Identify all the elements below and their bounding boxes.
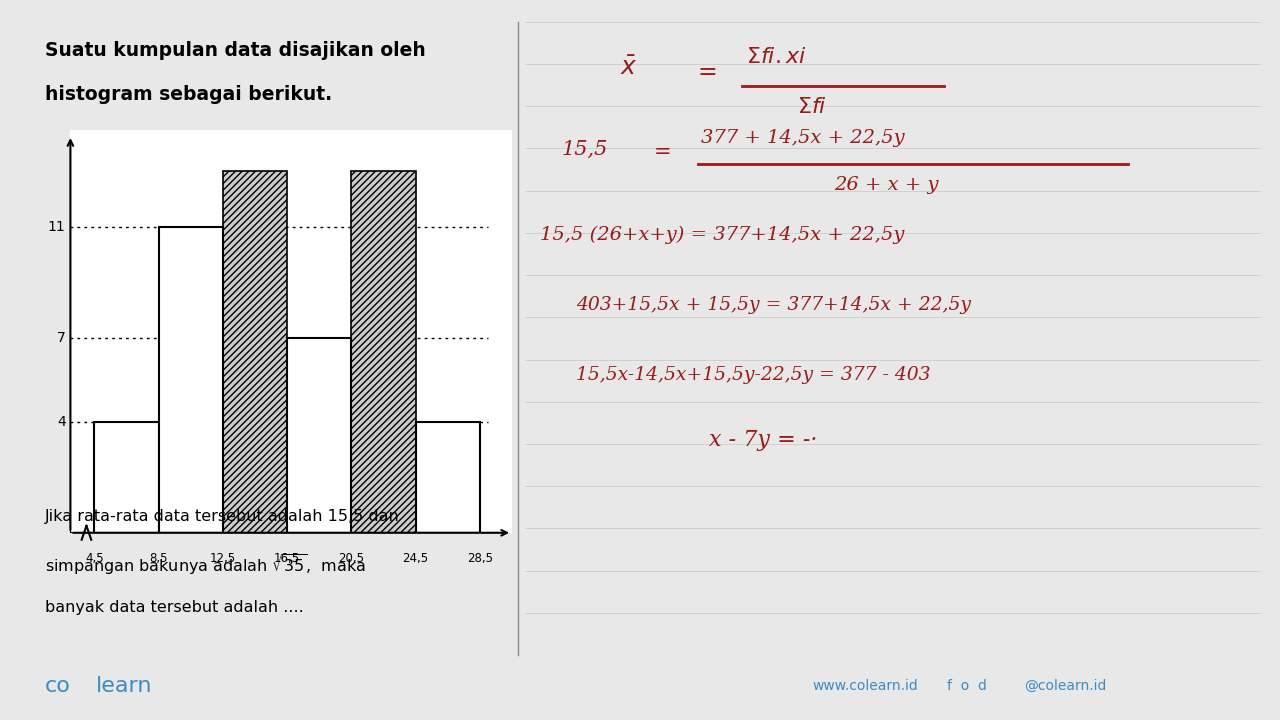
Text: 377 + 14,5x + 22,5y: 377 + 14,5x + 22,5y (701, 130, 905, 148)
Text: 7: 7 (56, 331, 65, 345)
Bar (95, 422, 159, 533)
Text: banyak data tersebut adalah ....: banyak data tersebut adalah .... (45, 600, 303, 615)
Text: 4: 4 (56, 415, 65, 428)
Text: simpangan bakunya adalah $\sqrt{35}$,  maka: simpangan bakunya adalah $\sqrt{35}$, ma… (45, 552, 366, 577)
Text: 8,5: 8,5 (150, 552, 168, 565)
Bar (287, 338, 352, 533)
Text: 26 + x + y: 26 + x + y (835, 176, 938, 194)
Text: 28,5: 28,5 (467, 552, 493, 565)
Text: 403+15,5x + 15,5y = 377+14,5x + 22,5y: 403+15,5x + 15,5y = 377+14,5x + 22,5y (576, 296, 972, 314)
Text: 24,5: 24,5 (403, 552, 429, 565)
Bar (416, 422, 480, 533)
Text: learn: learn (96, 676, 152, 696)
Bar (223, 171, 287, 533)
Text: $\Sigma fi.xi$: $\Sigma fi.xi$ (745, 46, 806, 68)
Text: 16,5: 16,5 (274, 552, 301, 565)
Bar (352, 171, 416, 533)
Text: @colearn.id: @colearn.id (1024, 679, 1106, 693)
Text: f  o  d: f o d (947, 679, 987, 693)
Text: $\Sigma fi$: $\Sigma fi$ (797, 96, 827, 119)
Text: =: = (698, 60, 718, 84)
Bar (159, 227, 223, 533)
Text: $\bar{x}$: $\bar{x}$ (621, 58, 639, 81)
Text: co: co (45, 676, 70, 696)
Text: 11: 11 (47, 220, 65, 234)
Text: Jika rata-rata data tersebut adalah 15,5 dan: Jika rata-rata data tersebut adalah 15,5… (45, 510, 399, 524)
Text: 12,5: 12,5 (210, 552, 236, 565)
Text: histogram sebagai berikut.: histogram sebagai berikut. (45, 85, 333, 104)
Text: 15,5: 15,5 (562, 140, 608, 158)
Text: 20,5: 20,5 (338, 552, 365, 565)
Text: 4,5: 4,5 (86, 552, 104, 565)
Text: Suatu kumpulan data disajikan oleh: Suatu kumpulan data disajikan oleh (45, 40, 426, 60)
Text: 15,5x-14,5x+15,5y-22,5y = 377 - 403: 15,5x-14,5x+15,5y-22,5y = 377 - 403 (576, 366, 931, 384)
Text: 15,5 (26+x+y) = 377+14,5x + 22,5y: 15,5 (26+x+y) = 377+14,5x + 22,5y (540, 226, 904, 244)
Text: =: = (654, 142, 671, 162)
Text: x - 7y = -·: x - 7y = -· (709, 429, 818, 451)
Text: www.colearn.id: www.colearn.id (813, 679, 919, 693)
